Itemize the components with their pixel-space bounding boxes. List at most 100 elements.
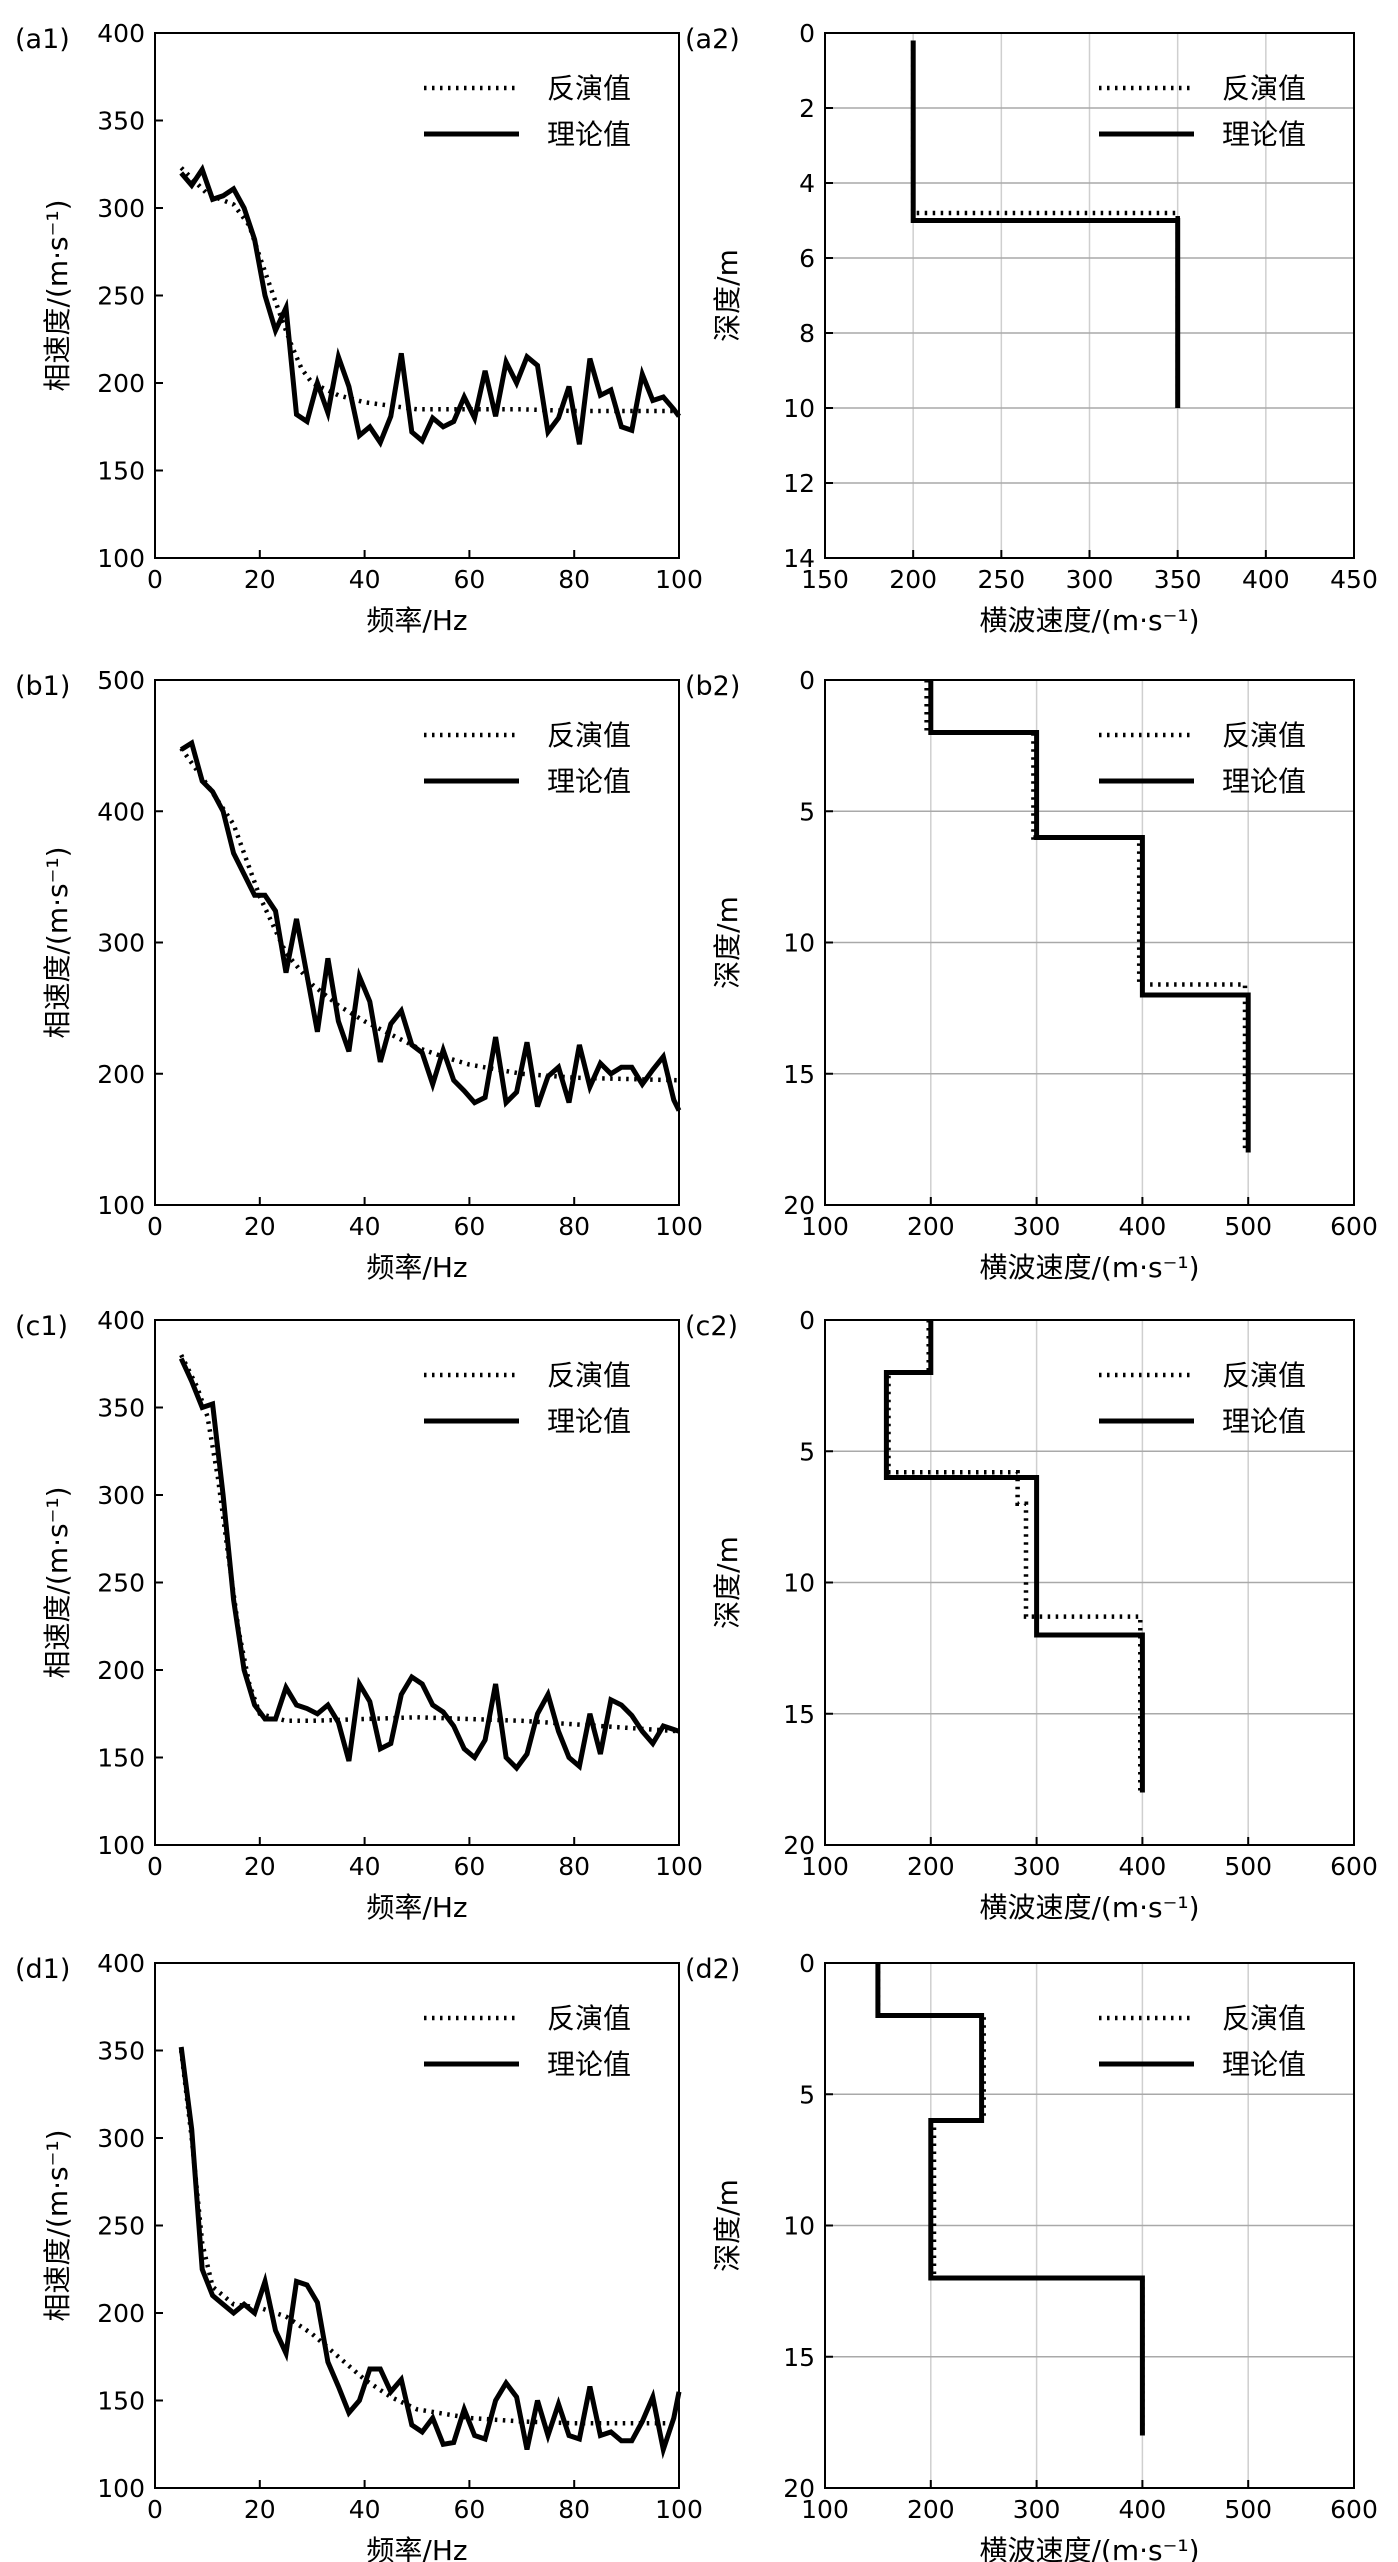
legend-label: 理论值 bbox=[547, 765, 631, 798]
y-tick-label: 20 bbox=[783, 2474, 815, 2503]
series-line-inverted bbox=[179, 1353, 680, 1734]
plot-frame bbox=[154, 1319, 680, 1846]
y-tick-label: 0 bbox=[799, 666, 815, 695]
x-tick-label: 200 bbox=[907, 1212, 955, 1241]
plot-frame bbox=[824, 32, 1355, 559]
panel-label: (b2) bbox=[685, 671, 740, 702]
y-tick-label: 100 bbox=[97, 2474, 145, 2503]
x-tick-label: 400 bbox=[1119, 2495, 1167, 2524]
x-tick-label: 600 bbox=[1330, 1852, 1378, 1881]
x-tick-label: 80 bbox=[558, 1212, 590, 1241]
y-tick-label: 350 bbox=[97, 1394, 145, 1423]
x-axis-label: 横波速度/(m·s⁻¹) bbox=[979, 1891, 1199, 1924]
y-tick-label: 500 bbox=[97, 666, 145, 695]
x-tick-label: 300 bbox=[1013, 2495, 1061, 2524]
x-tick-label: 20 bbox=[244, 1212, 276, 1241]
y-axis-label: 深度/m bbox=[711, 1536, 744, 1629]
x-tick-label: 60 bbox=[453, 565, 485, 594]
y-tick-label: 15 bbox=[783, 2343, 815, 2372]
series-line-inverted bbox=[179, 166, 679, 414]
y-axis-label: 深度/m bbox=[711, 2179, 744, 2272]
x-axis-label: 频率/Hz bbox=[366, 2534, 467, 2562]
y-axis-label: 深度/m bbox=[711, 896, 744, 989]
y-tick-label: 300 bbox=[97, 929, 145, 958]
y-axis-label: 相速度/(m·s⁻¹) bbox=[41, 1486, 74, 1678]
x-tick-label: 60 bbox=[453, 2495, 485, 2524]
legend-label: 反演值 bbox=[1222, 2002, 1306, 2035]
series-line-theoretical bbox=[178, 1357, 680, 1772]
legend-label: 理论值 bbox=[1222, 118, 1306, 151]
legend-label: 反演值 bbox=[547, 1359, 631, 1392]
panel-label: (d1) bbox=[15, 1954, 70, 1985]
series-line-inverted bbox=[886, 1320, 1143, 1793]
y-tick-label: 250 bbox=[97, 282, 145, 311]
x-tick-label: 600 bbox=[1330, 1212, 1378, 1241]
x-tick-label: 0 bbox=[147, 565, 163, 594]
x-tick-label: 450 bbox=[1330, 565, 1378, 594]
panel-label: (d2) bbox=[685, 1954, 740, 1985]
series-line-inverted bbox=[179, 746, 680, 1083]
y-tick-label: 4 bbox=[799, 169, 815, 198]
series-line-inverted bbox=[875, 1963, 1145, 2436]
legend-label: 反演值 bbox=[547, 2002, 631, 2035]
x-tick-label: 200 bbox=[907, 2495, 955, 2524]
y-tick-label: 5 bbox=[799, 797, 815, 826]
y-tick-label: 5 bbox=[799, 2080, 815, 2109]
y-tick-label: 400 bbox=[97, 797, 145, 826]
x-axis-label: 频率/Hz bbox=[366, 604, 467, 637]
y-tick-label: 10 bbox=[783, 1569, 815, 1598]
y-tick-label: 100 bbox=[97, 1831, 145, 1860]
y-tick-label: 0 bbox=[799, 19, 815, 48]
y-tick-label: 100 bbox=[97, 544, 145, 573]
x-tick-label: 300 bbox=[1013, 1852, 1061, 1881]
y-tick-label: 250 bbox=[97, 2212, 145, 2241]
x-tick-label: 40 bbox=[349, 1852, 381, 1881]
legend-label: 理论值 bbox=[1222, 2048, 1306, 2081]
y-tick-label: 0 bbox=[799, 1949, 815, 1978]
legend-label: 反演值 bbox=[547, 72, 631, 105]
y-tick-label: 350 bbox=[97, 2037, 145, 2066]
series-line-theoretical bbox=[883, 1320, 1145, 1793]
x-tick-label: 500 bbox=[1224, 2495, 1272, 2524]
series-line-inverted bbox=[924, 680, 1248, 1153]
y-tick-label: 8 bbox=[799, 319, 815, 348]
y-tick-label: 150 bbox=[97, 457, 145, 486]
legend-label: 理论值 bbox=[1222, 765, 1306, 798]
x-tick-label: 80 bbox=[558, 2495, 590, 2524]
legend-label: 反演值 bbox=[1222, 1359, 1306, 1392]
x-tick-label: 300 bbox=[1066, 565, 1114, 594]
x-axis-label: 横波速度/(m·s⁻¹) bbox=[979, 1251, 1199, 1284]
y-tick-label: 150 bbox=[97, 2387, 145, 2416]
x-tick-label: 400 bbox=[1119, 1212, 1167, 1241]
x-tick-label: 60 bbox=[453, 1212, 485, 1241]
x-axis-label: 横波速度/(m·s⁻¹) bbox=[979, 604, 1199, 637]
series-line-inverted bbox=[178, 2050, 679, 2426]
series-line-inverted bbox=[910, 40, 1180, 408]
x-tick-label: 200 bbox=[907, 1852, 955, 1881]
legend-label: 反演值 bbox=[1222, 72, 1306, 105]
panel-label: (b1) bbox=[15, 671, 70, 702]
legend-label: 理论值 bbox=[547, 118, 631, 151]
y-tick-label: 15 bbox=[783, 1060, 815, 1089]
y-tick-label: 6 bbox=[799, 244, 815, 273]
x-tick-label: 0 bbox=[147, 2495, 163, 2524]
y-axis-label: 相速度/(m·s⁻¹) bbox=[41, 199, 74, 391]
x-tick-label: 80 bbox=[558, 1852, 590, 1881]
legend-label: 理论值 bbox=[1222, 1405, 1306, 1438]
y-tick-label: 0 bbox=[799, 1306, 815, 1335]
y-tick-label: 300 bbox=[97, 2124, 145, 2153]
x-tick-label: 20 bbox=[244, 1852, 276, 1881]
series-line-theoretical bbox=[910, 40, 1181, 408]
y-tick-label: 250 bbox=[97, 1569, 145, 1598]
panel-label: (a2) bbox=[685, 24, 740, 55]
y-tick-label: 10 bbox=[783, 2212, 815, 2241]
plot-frame bbox=[154, 1962, 680, 2489]
y-tick-label: 12 bbox=[783, 469, 815, 498]
